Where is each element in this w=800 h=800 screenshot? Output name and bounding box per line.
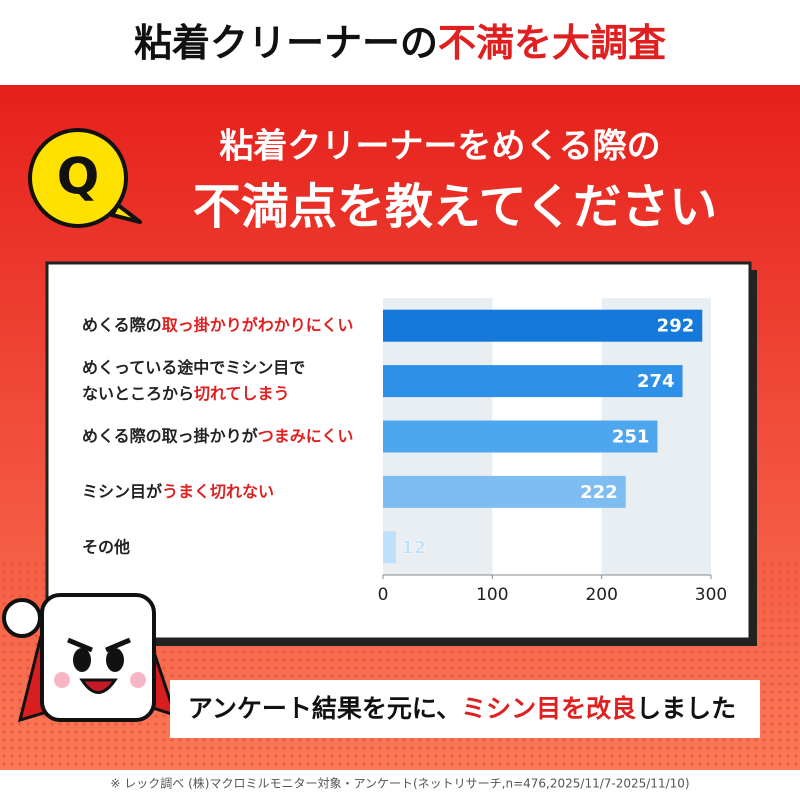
value-label: 274 xyxy=(637,371,675,392)
q-bubble xyxy=(28,128,128,228)
category-label: ないところから切れてしまう xyxy=(82,384,290,403)
bar xyxy=(383,531,397,564)
value-label: 12 xyxy=(401,537,426,558)
text-part: その他 xyxy=(82,537,130,556)
text-part: 不満を大調査 xyxy=(438,21,666,65)
bar xyxy=(383,309,703,342)
q-badge: Q xyxy=(57,148,100,206)
footnote: ※ レック調べ (株)マクロミルモニター対象・アンケート(ネットリサーチ,n=4… xyxy=(110,776,689,791)
text-part: めくっている途中でミシン目で xyxy=(82,358,305,377)
banner-bg xyxy=(170,680,760,738)
title: 粘着クリーナーの不満を大調査 xyxy=(134,21,666,65)
text-part: めくる際の xyxy=(82,315,162,334)
text-part: うまく切れない xyxy=(162,481,274,500)
value-label: 251 xyxy=(612,427,650,448)
text-part: しました xyxy=(636,694,736,723)
bar xyxy=(383,365,683,398)
text-part: つまみにくい xyxy=(258,426,354,445)
value-label: 292 xyxy=(657,316,695,337)
category-label: その他 xyxy=(82,537,130,556)
x-tick-label: 200 xyxy=(585,585,617,605)
footer-bg xyxy=(0,770,800,800)
text-part: 粘着クリーナーの xyxy=(134,21,438,65)
bar xyxy=(383,420,658,453)
category-label: めくっている途中でミシン目で xyxy=(82,358,305,377)
banner: アンケート結果を元に、ミシン目を改良しました xyxy=(188,694,736,723)
value-label: 222 xyxy=(580,482,618,503)
text-part: 取っ掛かりがわかりにくい xyxy=(162,315,354,334)
text-part: 切れてしまう xyxy=(194,384,290,403)
category-label: ミシン目がうまく切れない xyxy=(82,481,274,500)
text-part: めくる際の取っ掛かりが xyxy=(82,426,258,445)
text-part: ミシン目を改良 xyxy=(461,694,636,723)
x-tick-label: 0 xyxy=(378,585,389,605)
category-label: めくる際の取っ掛かりがわかりにくい xyxy=(82,315,353,334)
x-tick-label: 100 xyxy=(476,585,508,605)
text-part: アンケート結果を元に、 xyxy=(188,694,461,723)
question-line: 粘着クリーナーをめくる際の xyxy=(219,127,660,167)
category-label: めくる際の取っ掛かりがつまみにくい xyxy=(82,426,353,445)
text-part: ないところから xyxy=(82,384,194,403)
x-tick-label: 300 xyxy=(695,585,727,605)
bar xyxy=(383,475,626,508)
text-part: ミシン目が xyxy=(82,481,162,500)
chart: 0 100 200 300 292 めくる際の取っ掛かりがわかりにくい 274 めくっている途… xyxy=(82,298,727,605)
header-bg xyxy=(0,0,800,85)
mascot xyxy=(2,593,178,723)
question-line: 不満点を教えてください xyxy=(193,179,717,235)
